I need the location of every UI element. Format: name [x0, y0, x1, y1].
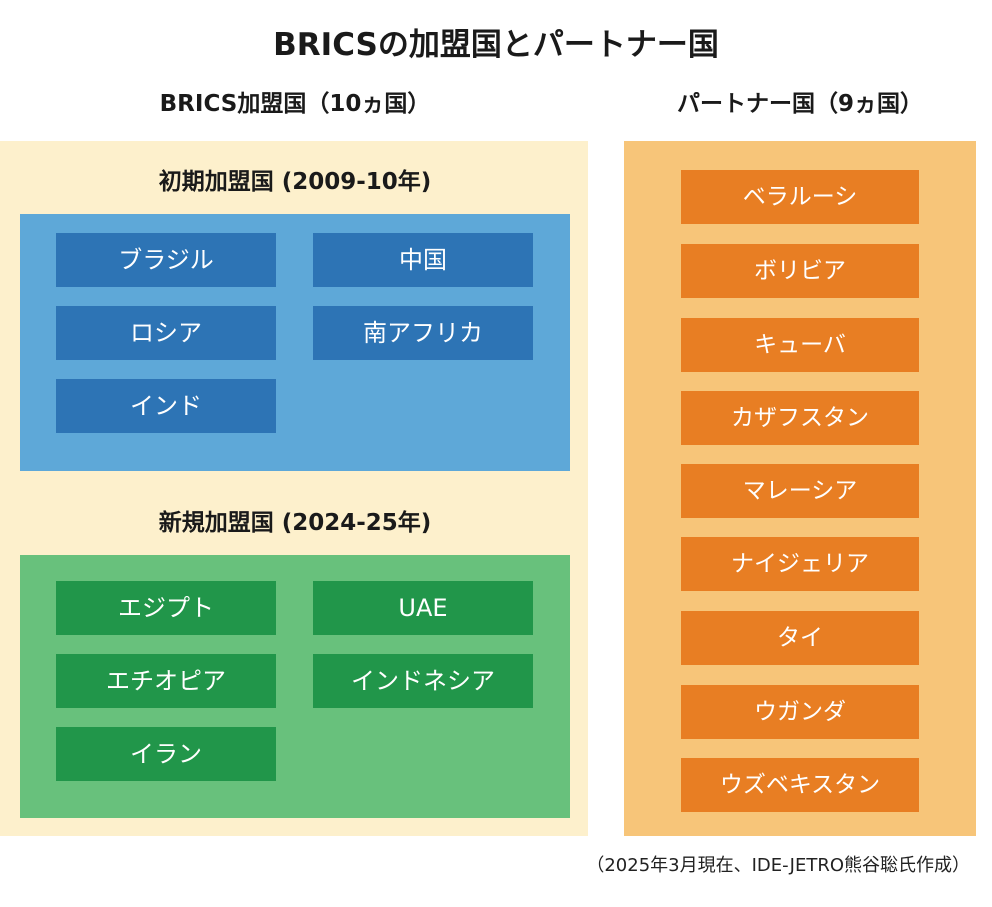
partner-cell: マレーシア [681, 464, 919, 518]
partner-cell: ベラルーシ [681, 170, 919, 224]
country-cell: 南アフリカ [313, 306, 533, 360]
partner-cell: キューバ [681, 318, 919, 372]
diagram-title: BRICSの加盟国とパートナー国 [273, 27, 719, 63]
partner-cell: ナイジェリア [681, 537, 919, 591]
country-cell: UAE [313, 581, 533, 635]
country-cell: イラン [56, 727, 276, 781]
new-members-heading: 新規加盟国 (2024-25年) [158, 510, 432, 536]
partner-cell: ウガンダ [681, 685, 919, 739]
members-heading: BRICS加盟国（10ヵ国） [159, 91, 431, 117]
partner-cell: タイ [681, 611, 919, 665]
partner-cell: ウズベキスタン [681, 758, 919, 812]
partners-heading: パートナー国（9ヵ国） [676, 91, 923, 117]
country-cell: 中国 [313, 233, 533, 287]
country-cell: エチオピア [56, 654, 276, 708]
source-footnote: （2025年3月現在、IDE-JETRO熊谷聡氏作成） [586, 855, 970, 876]
partner-cell: ボリビア [681, 244, 919, 298]
country-cell: エジプト [56, 581, 276, 635]
country-cell: インドネシア [313, 654, 533, 708]
country-cell: インド [56, 379, 276, 433]
initial-members-heading: 初期加盟国 (2009-10年) [158, 169, 432, 195]
country-cell: ロシア [56, 306, 276, 360]
country-cell: ブラジル [56, 233, 276, 287]
partner-cell: カザフスタン [681, 391, 919, 445]
